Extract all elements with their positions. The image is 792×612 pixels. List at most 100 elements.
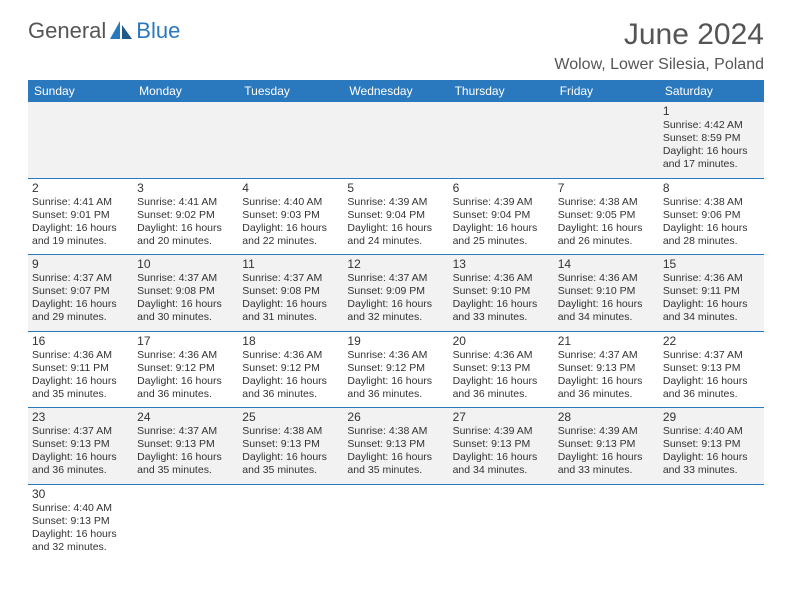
calendar-empty-cell xyxy=(343,484,448,560)
sun-info: Sunrise: 4:39 AMSunset: 9:04 PMDaylight:… xyxy=(453,196,550,249)
calendar-empty-cell xyxy=(238,484,343,560)
calendar-week-row: 23Sunrise: 4:37 AMSunset: 9:13 PMDayligh… xyxy=(28,408,764,485)
calendar-empty-cell xyxy=(238,102,343,178)
calendar-day-cell: 14Sunrise: 4:36 AMSunset: 9:10 PMDayligh… xyxy=(554,255,659,332)
day-number: 15 xyxy=(663,257,760,271)
calendar-day-cell: 22Sunrise: 4:37 AMSunset: 9:13 PMDayligh… xyxy=(659,331,764,408)
day-number: 28 xyxy=(558,410,655,424)
calendar-empty-cell xyxy=(554,102,659,178)
calendar-day-cell: 30Sunrise: 4:40 AMSunset: 9:13 PMDayligh… xyxy=(28,484,133,560)
logo-text-1: General xyxy=(28,18,106,44)
calendar-empty-cell xyxy=(343,102,448,178)
calendar-day-cell: 27Sunrise: 4:39 AMSunset: 9:13 PMDayligh… xyxy=(449,408,554,485)
day-number: 19 xyxy=(347,334,444,348)
calendar-day-cell: 20Sunrise: 4:36 AMSunset: 9:13 PMDayligh… xyxy=(449,331,554,408)
calendar-week-row: 30Sunrise: 4:40 AMSunset: 9:13 PMDayligh… xyxy=(28,484,764,560)
sun-info: Sunrise: 4:37 AMSunset: 9:13 PMDaylight:… xyxy=(558,349,655,402)
calendar-day-cell: 26Sunrise: 4:38 AMSunset: 9:13 PMDayligh… xyxy=(343,408,448,485)
sun-info: Sunrise: 4:38 AMSunset: 9:05 PMDaylight:… xyxy=(558,196,655,249)
sun-info: Sunrise: 4:40 AMSunset: 9:13 PMDaylight:… xyxy=(32,502,129,555)
weekday-header: Wednesday xyxy=(343,80,448,102)
sail-icon xyxy=(108,19,134,44)
calendar-day-cell: 28Sunrise: 4:39 AMSunset: 9:13 PMDayligh… xyxy=(554,408,659,485)
sun-info: Sunrise: 4:37 AMSunset: 9:13 PMDaylight:… xyxy=(663,349,760,402)
month-title: June 2024 xyxy=(554,18,764,52)
day-number: 3 xyxy=(137,181,234,195)
calendar-day-cell: 7Sunrise: 4:38 AMSunset: 9:05 PMDaylight… xyxy=(554,178,659,255)
calendar-day-cell: 29Sunrise: 4:40 AMSunset: 9:13 PMDayligh… xyxy=(659,408,764,485)
day-number: 7 xyxy=(558,181,655,195)
calendar-empty-cell xyxy=(554,484,659,560)
day-number: 6 xyxy=(453,181,550,195)
calendar-week-row: 2Sunrise: 4:41 AMSunset: 9:01 PMDaylight… xyxy=(28,178,764,255)
sun-info: Sunrise: 4:36 AMSunset: 9:12 PMDaylight:… xyxy=(137,349,234,402)
calendar-day-cell: 11Sunrise: 4:37 AMSunset: 9:08 PMDayligh… xyxy=(238,255,343,332)
day-number: 20 xyxy=(453,334,550,348)
calendar-day-cell: 13Sunrise: 4:36 AMSunset: 9:10 PMDayligh… xyxy=(449,255,554,332)
day-number: 27 xyxy=(453,410,550,424)
sun-info: Sunrise: 4:37 AMSunset: 9:08 PMDaylight:… xyxy=(137,272,234,325)
sun-info: Sunrise: 4:38 AMSunset: 9:13 PMDaylight:… xyxy=(347,425,444,478)
day-number: 2 xyxy=(32,181,129,195)
calendar-day-cell: 3Sunrise: 4:41 AMSunset: 9:02 PMDaylight… xyxy=(133,178,238,255)
weekday-header-row: SundayMondayTuesdayWednesdayThursdayFrid… xyxy=(28,80,764,102)
weekday-header: Tuesday xyxy=(238,80,343,102)
sun-info: Sunrise: 4:37 AMSunset: 9:07 PMDaylight:… xyxy=(32,272,129,325)
sun-info: Sunrise: 4:36 AMSunset: 9:10 PMDaylight:… xyxy=(453,272,550,325)
day-number: 9 xyxy=(32,257,129,271)
day-number: 5 xyxy=(347,181,444,195)
calendar-table: SundayMondayTuesdayWednesdayThursdayFrid… xyxy=(28,80,764,560)
day-number: 16 xyxy=(32,334,129,348)
logo: General Blue xyxy=(28,18,180,44)
calendar-day-cell: 23Sunrise: 4:37 AMSunset: 9:13 PMDayligh… xyxy=(28,408,133,485)
calendar-day-cell: 10Sunrise: 4:37 AMSunset: 9:08 PMDayligh… xyxy=(133,255,238,332)
calendar-day-cell: 9Sunrise: 4:37 AMSunset: 9:07 PMDaylight… xyxy=(28,255,133,332)
sun-info: Sunrise: 4:36 AMSunset: 9:12 PMDaylight:… xyxy=(242,349,339,402)
day-number: 17 xyxy=(137,334,234,348)
sun-info: Sunrise: 4:37 AMSunset: 9:09 PMDaylight:… xyxy=(347,272,444,325)
day-number: 24 xyxy=(137,410,234,424)
sun-info: Sunrise: 4:37 AMSunset: 9:13 PMDaylight:… xyxy=(32,425,129,478)
calendar-day-cell: 4Sunrise: 4:40 AMSunset: 9:03 PMDaylight… xyxy=(238,178,343,255)
sun-info: Sunrise: 4:36 AMSunset: 9:11 PMDaylight:… xyxy=(32,349,129,402)
title-block: June 2024 Wolow, Lower Silesia, Poland xyxy=(554,18,764,74)
calendar-day-cell: 15Sunrise: 4:36 AMSunset: 9:11 PMDayligh… xyxy=(659,255,764,332)
weekday-header: Saturday xyxy=(659,80,764,102)
day-number: 14 xyxy=(558,257,655,271)
weekday-header: Friday xyxy=(554,80,659,102)
logo-text-2: Blue xyxy=(136,18,180,44)
calendar-week-row: 9Sunrise: 4:37 AMSunset: 9:07 PMDaylight… xyxy=(28,255,764,332)
calendar-empty-cell xyxy=(28,102,133,178)
day-number: 11 xyxy=(242,257,339,271)
sun-info: Sunrise: 4:38 AMSunset: 9:06 PMDaylight:… xyxy=(663,196,760,249)
day-number: 29 xyxy=(663,410,760,424)
day-number: 22 xyxy=(663,334,760,348)
sun-info: Sunrise: 4:39 AMSunset: 9:13 PMDaylight:… xyxy=(558,425,655,478)
sun-info: Sunrise: 4:37 AMSunset: 9:13 PMDaylight:… xyxy=(137,425,234,478)
location: Wolow, Lower Silesia, Poland xyxy=(554,56,764,74)
calendar-day-cell: 6Sunrise: 4:39 AMSunset: 9:04 PMDaylight… xyxy=(449,178,554,255)
sun-info: Sunrise: 4:39 AMSunset: 9:04 PMDaylight:… xyxy=(347,196,444,249)
calendar-day-cell: 2Sunrise: 4:41 AMSunset: 9:01 PMDaylight… xyxy=(28,178,133,255)
header: General Blue June 2024 Wolow, Lower Sile… xyxy=(28,18,764,74)
sun-info: Sunrise: 4:39 AMSunset: 9:13 PMDaylight:… xyxy=(453,425,550,478)
day-number: 4 xyxy=(242,181,339,195)
calendar-week-row: 16Sunrise: 4:36 AMSunset: 9:11 PMDayligh… xyxy=(28,331,764,408)
calendar-day-cell: 17Sunrise: 4:36 AMSunset: 9:12 PMDayligh… xyxy=(133,331,238,408)
day-number: 12 xyxy=(347,257,444,271)
calendar-empty-cell xyxy=(133,484,238,560)
calendar-day-cell: 18Sunrise: 4:36 AMSunset: 9:12 PMDayligh… xyxy=(238,331,343,408)
day-number: 8 xyxy=(663,181,760,195)
day-number: 26 xyxy=(347,410,444,424)
day-number: 10 xyxy=(137,257,234,271)
day-number: 18 xyxy=(242,334,339,348)
calendar-day-cell: 16Sunrise: 4:36 AMSunset: 9:11 PMDayligh… xyxy=(28,331,133,408)
calendar-day-cell: 12Sunrise: 4:37 AMSunset: 9:09 PMDayligh… xyxy=(343,255,448,332)
calendar-empty-cell xyxy=(449,102,554,178)
day-number: 21 xyxy=(558,334,655,348)
sun-info: Sunrise: 4:40 AMSunset: 9:13 PMDaylight:… xyxy=(663,425,760,478)
weekday-header: Monday xyxy=(133,80,238,102)
calendar-empty-cell xyxy=(659,484,764,560)
calendar-day-cell: 25Sunrise: 4:38 AMSunset: 9:13 PMDayligh… xyxy=(238,408,343,485)
calendar-day-cell: 5Sunrise: 4:39 AMSunset: 9:04 PMDaylight… xyxy=(343,178,448,255)
